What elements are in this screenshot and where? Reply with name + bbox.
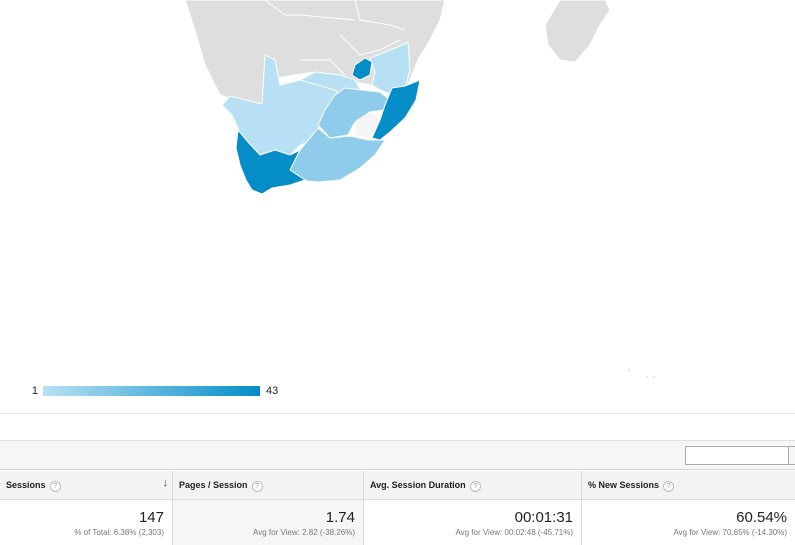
total-cell-new-sessions: 60.54% Avg for View: 70.65% (-14.30%) (582, 500, 795, 545)
column-header-label: % New Sessions? (588, 480, 675, 492)
map-dot (646, 376, 648, 378)
region-kwazulu-natal[interactable] (371, 79, 421, 141)
total-cell-sessions: 147 % of Total: 6.38% (2,303) (0, 500, 173, 545)
total-value: 00:01:31 (514, 509, 573, 526)
region-gauteng[interactable] (351, 57, 373, 81)
help-icon[interactable]: ? (469, 481, 481, 492)
region-madagascar[interactable] (544, 0, 611, 63)
sort-desc-icon[interactable]: ↓ (162, 477, 169, 489)
column-header-label: Sessions? (6, 480, 61, 492)
region-neighbor-lines (264, 0, 406, 76)
geo-map[interactable] (0, 0, 795, 412)
map-dot (653, 376, 655, 378)
map-legend: 1 43 (30, 384, 278, 398)
table-toolbar (0, 440, 795, 470)
legend-min-value: 1 (31, 385, 38, 397)
column-header-new-sessions[interactable]: % New Sessions? (582, 471, 795, 500)
column-header-avg-session-duration[interactable]: Avg. Session Duration? (364, 471, 582, 500)
total-cell-avg-session-duration: 00:01:31 Avg for View: 00:02:48 (-45.71%… (364, 500, 582, 545)
section-divider (0, 413, 795, 414)
map-dot (628, 369, 630, 371)
search-button[interactable] (789, 446, 795, 465)
column-header-sessions[interactable]: Sessions? ↓ (0, 471, 173, 500)
region-western-cape[interactable] (235, 128, 307, 195)
total-subtext: % of Total: 6.38% (2,303) (74, 528, 164, 537)
data-table: Sessions? ↓ Pages / Session? Avg. Sessio… (0, 471, 795, 545)
help-icon[interactable]: ? (49, 481, 61, 492)
help-icon[interactable]: ? (251, 481, 263, 492)
total-subtext: Avg for View: 00:02:48 (-45.71%) (455, 528, 573, 537)
map-svg (184, 0, 655, 378)
help-icon[interactable]: ? (663, 481, 675, 492)
total-value: 60.54% (736, 509, 787, 526)
total-value: 147 (138, 509, 164, 526)
legend-gradient-bar (43, 386, 260, 396)
table-search-input[interactable] (685, 446, 789, 465)
legend-max-value: 43 (266, 385, 279, 397)
total-subtext: Avg for View: 70.65% (-14.30%) (673, 528, 787, 537)
column-header-pages-per-session[interactable]: Pages / Session? (173, 471, 364, 500)
column-header-label: Avg. Session Duration? (370, 480, 481, 492)
column-header-label: Pages / Session? (179, 480, 263, 492)
total-subtext: Avg for View: 2.82 (-38.26%) (253, 528, 355, 537)
total-value: 1.74 (325, 509, 355, 526)
total-cell-pages-per-session: 1.74 Avg for View: 2.82 (-38.26%) (173, 500, 364, 545)
